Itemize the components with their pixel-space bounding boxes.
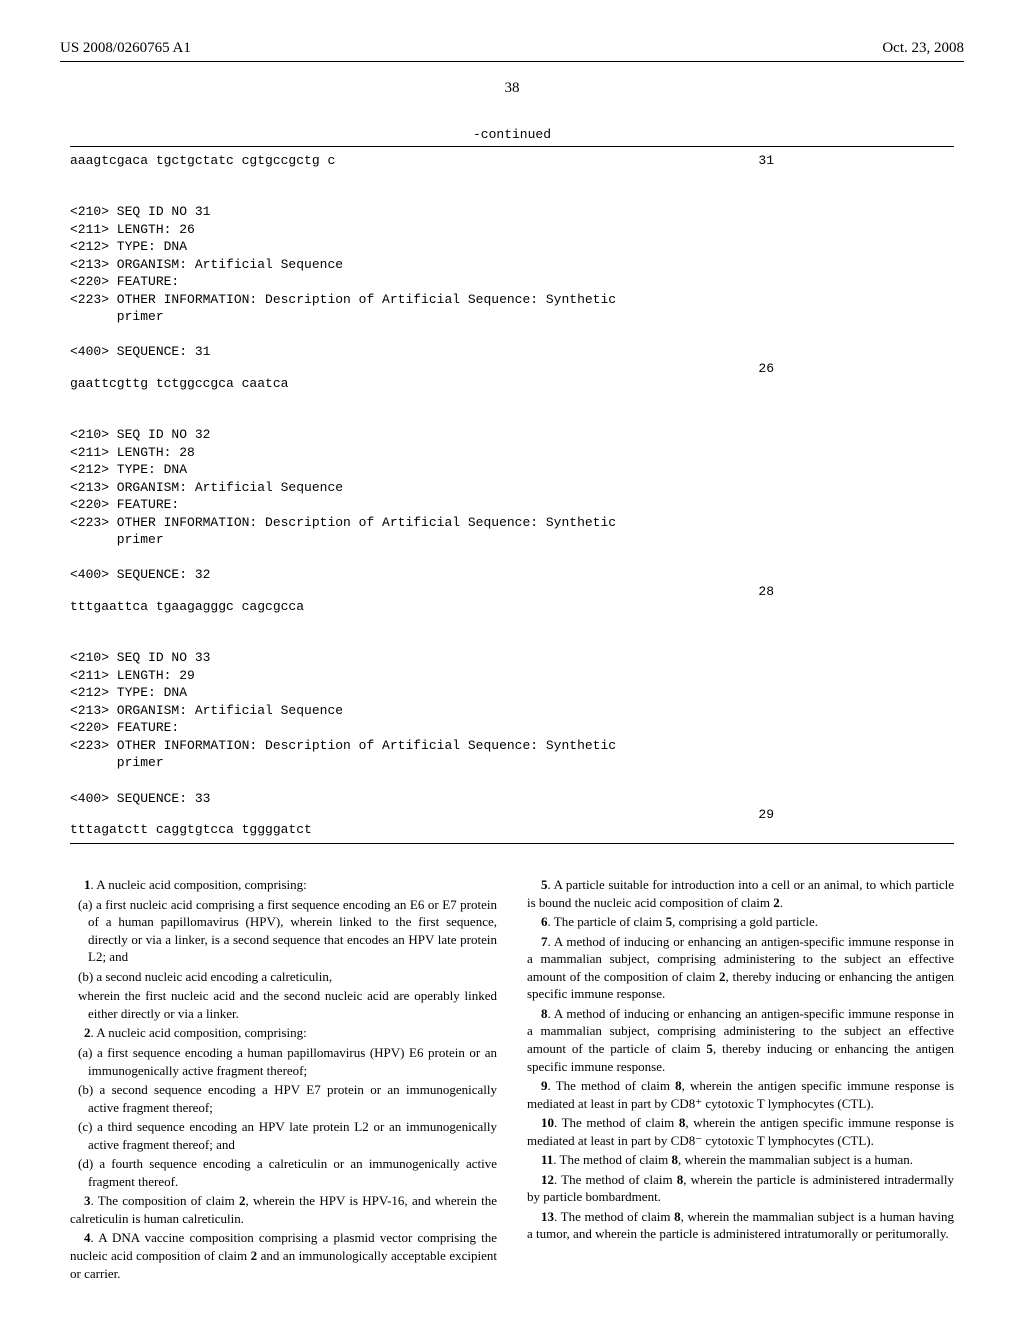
sequence-row: tttagatctt caggtgtcca tggggatct 29: [70, 807, 954, 837]
claim-text: . A nucleic acid composition, comprising…: [91, 877, 307, 892]
left-column: 1. A nucleic acid composition, comprisin…: [70, 874, 497, 1284]
claim-5: 5. A particle suitable for introduction …: [527, 876, 954, 911]
claim-1b: (b) a second nucleic acid encoding a cal…: [70, 968, 497, 986]
claim-text-pre: . The method of claim: [548, 1078, 676, 1093]
claim-2a: (a) a first sequence encoding a human pa…: [70, 1044, 497, 1079]
sequence-length: 31: [758, 153, 954, 168]
page-header: US 2008/0260765 A1 Oct. 23, 2008: [60, 40, 964, 57]
claim-text-pre: . The particle of claim: [548, 914, 666, 929]
sequence-metadata: <210> SEQ ID NO 33 <211> LENGTH: 29 <212…: [70, 614, 954, 807]
claims-columns: 1. A nucleic acid composition, comprisin…: [70, 874, 954, 1284]
header-rule: [60, 61, 964, 62]
claim-text: . A nucleic acid composition, comprising…: [91, 1025, 307, 1040]
claim-2d: (d) a fourth sequence encoding a calreti…: [70, 1155, 497, 1190]
sequence-row: gaattcgttg tctggccgca caatca 26: [70, 361, 954, 391]
claim-1a: (a) a first nucleic acid comprising a fi…: [70, 896, 497, 966]
sequence-row: tttgaattca tgaagagggc cagcgcca 28: [70, 584, 954, 614]
claim-13: 13. The method of claim 8, wherein the m…: [527, 1208, 954, 1243]
claim-11: 11. The method of claim 8, wherein the m…: [527, 1151, 954, 1169]
claim-10: 10. The method of claim 8, wherein the a…: [527, 1114, 954, 1149]
publication-number: US 2008/0260765 A1: [60, 40, 191, 57]
claim-2: 2. A nucleic acid composition, comprisin…: [70, 1024, 497, 1042]
sequence-length: 28: [758, 584, 954, 614]
claim-1: 1. A nucleic acid composition, comprisin…: [70, 876, 497, 894]
claim-text-pre: . A particle suitable for introduction i…: [527, 877, 954, 910]
sequence-text: aaagtcgaca tgctgctatc cgtgccgctg c: [70, 153, 335, 168]
claim-7: 7. A method of inducing or enhancing an …: [527, 933, 954, 1003]
page-number: 38: [60, 80, 964, 97]
claim-4: 4. A DNA vaccine composition comprising …: [70, 1229, 497, 1282]
right-column: 5. A particle suitable for introduction …: [527, 874, 954, 1284]
sequence-text: tttagatctt caggtgtcca tggggatct: [70, 807, 312, 837]
sequence-text: gaattcgttg tctggccgca caatca: [70, 361, 288, 391]
claim-number: 11: [541, 1152, 553, 1167]
claim-number: 12: [541, 1172, 554, 1187]
publication-date: Oct. 23, 2008: [882, 40, 964, 57]
claim-text-pre: . The method of claim: [553, 1152, 671, 1167]
claim-text-pre: . The composition of claim: [91, 1193, 240, 1208]
claim-text-pre: . The method of claim: [554, 1172, 677, 1187]
sequence-metadata: <210> SEQ ID NO 31 <211> LENGTH: 26 <212…: [70, 168, 954, 361]
claim-3: 3. The composition of claim 2, wherein t…: [70, 1192, 497, 1227]
sequence-listing-block: aaagtcgaca tgctgctatc cgtgccgctg c 31 <2…: [70, 146, 954, 844]
claim-9: 9. The method of claim 8, wherein the an…: [527, 1077, 954, 1112]
claim-8: 8. A method of inducing or enhancing an …: [527, 1005, 954, 1075]
sequence-metadata: <210> SEQ ID NO 32 <211> LENGTH: 28 <212…: [70, 391, 954, 584]
claim-text-post: , wherein the mammalian subject is a hum…: [678, 1152, 913, 1167]
claim-text-pre: . The method of claim: [554, 1115, 679, 1130]
claim-text-post: .: [780, 895, 783, 910]
claim-text-pre: . The method of claim: [554, 1209, 674, 1224]
sequence-row: aaagtcgaca tgctgctatc cgtgccgctg c 31: [70, 153, 954, 168]
sequence-text: tttgaattca tgaagagggc cagcgcca: [70, 584, 304, 614]
claim-1w: wherein the first nucleic acid and the s…: [70, 987, 497, 1022]
claim-2c: (c) a third sequence encoding an HPV lat…: [70, 1118, 497, 1153]
claim-2b: (b) a second sequence encoding a HPV E7 …: [70, 1081, 497, 1116]
claim-text-post: , comprising a gold particle.: [672, 914, 818, 929]
claim-12: 12. The method of claim 8, wherein the p…: [527, 1171, 954, 1206]
continued-label: -continued: [60, 127, 964, 142]
claim-number: 13: [541, 1209, 554, 1224]
claim-6: 6. The particle of claim 5, comprising a…: [527, 913, 954, 931]
sequence-length: 29: [758, 807, 954, 837]
sequence-length: 26: [758, 361, 954, 391]
claim-number: 10: [541, 1115, 554, 1130]
